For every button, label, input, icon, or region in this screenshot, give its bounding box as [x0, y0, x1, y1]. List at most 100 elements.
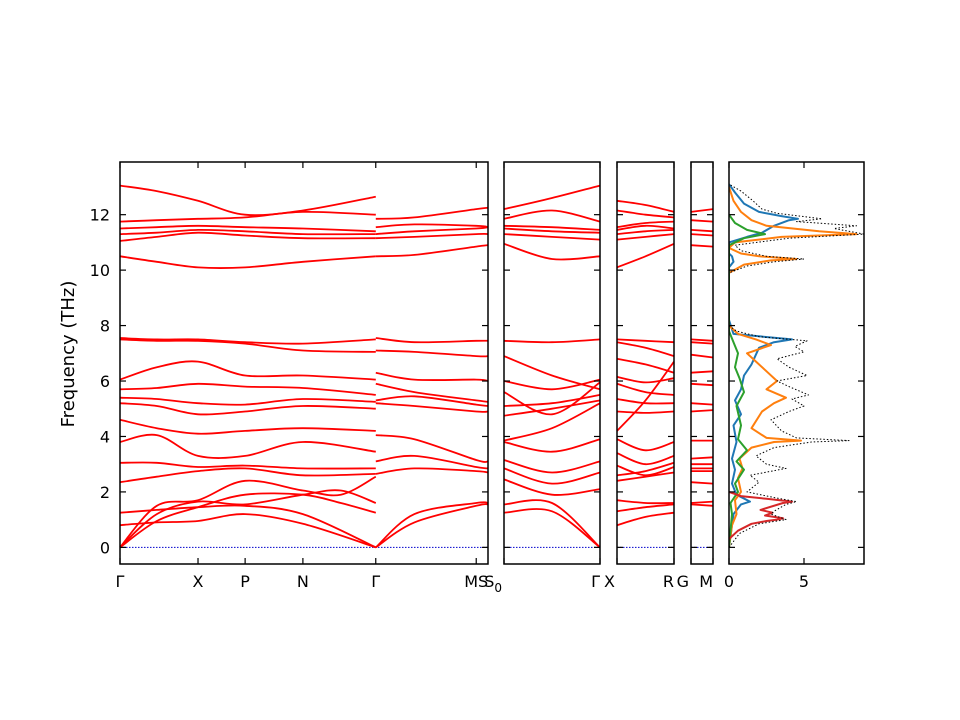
phonon-band [375, 501, 489, 549]
phonon-band [375, 349, 489, 358]
phonon-band [375, 434, 489, 463]
panel-frame [616, 161, 675, 565]
y-tick-label: 0 [100, 538, 110, 557]
phonon-band [690, 233, 714, 237]
high-symmetry-label: G [677, 572, 689, 591]
phonon-band [690, 481, 714, 485]
phonon-band [690, 402, 714, 406]
panel-frame [119, 161, 489, 565]
y-axis-label: Frequency (THz) [58, 281, 79, 428]
phonon-band [375, 226, 489, 235]
phonon-band [690, 456, 714, 460]
phonon-band [616, 464, 675, 477]
band-panel-1: 0 2 4 6 8 10 12 Γ X P N Γ MS [90, 161, 489, 591]
phonon-band [503, 508, 601, 549]
phonon-band [616, 338, 675, 344]
phonon-band [616, 209, 675, 219]
phonon-band [119, 231, 376, 242]
phonon-band [503, 381, 601, 416]
phonon-band [616, 461, 675, 477]
phonon-band [119, 418, 376, 435]
phonon-band [616, 382, 675, 396]
phonon-band [119, 492, 377, 549]
phonon-band [375, 454, 489, 470]
phonon-band [503, 242, 601, 261]
phonon-band [503, 459, 601, 474]
high-symmetry-label: Γ [371, 572, 380, 591]
phonon-band [119, 433, 376, 459]
phonon-band [616, 229, 675, 235]
dos-curve [729, 186, 858, 548]
phonon-band [616, 199, 675, 213]
phonon-band [690, 244, 714, 248]
phonon-band [616, 220, 675, 229]
phonon-band [375, 402, 489, 413]
high-symmetry-label: S0 [484, 572, 502, 595]
phonon-band [503, 224, 601, 231]
phonon-band [119, 255, 376, 269]
phonon-band [503, 378, 601, 391]
phonon-band [119, 210, 376, 223]
dos-x-tick-label: 0 [724, 572, 734, 591]
y-tick-label: 4 [100, 427, 110, 446]
phonon-band [119, 513, 377, 549]
dos-curve [729, 183, 799, 548]
phonon-band [119, 504, 377, 549]
phonon-band [119, 475, 377, 548]
y-tick-label: 8 [100, 317, 110, 336]
phonon-band [119, 224, 376, 233]
phonon-band [119, 467, 376, 484]
phonon-band [616, 438, 675, 452]
dos-x-tick-label: 5 [799, 572, 809, 591]
phonon-band [616, 224, 675, 231]
phonon-band [690, 338, 714, 342]
panel-frame [690, 161, 714, 565]
phonon-band [503, 499, 601, 549]
phonon-band [616, 361, 675, 432]
high-symmetry-label: X [193, 572, 204, 591]
phonon-band [616, 410, 675, 414]
phonon-band [616, 341, 675, 357]
phonon-band [375, 244, 489, 258]
phonon-band [690, 219, 714, 223]
phonon-band [690, 341, 714, 345]
phonon-band [119, 337, 376, 345]
high-symmetry-label: Γ [591, 572, 600, 591]
y-tick-label: 6 [100, 372, 110, 391]
dos-curve [729, 214, 766, 548]
phonon-band [375, 467, 489, 475]
phonon-band [616, 357, 675, 374]
phonon-band [375, 206, 489, 220]
phonon-band [119, 489, 377, 549]
phonon-band [119, 461, 376, 470]
phonon-band [616, 499, 675, 505]
high-symmetry-label: MS [464, 572, 488, 591]
phonon-band [616, 376, 675, 384]
phonon-band [503, 478, 601, 496]
phonon-band [119, 396, 376, 406]
phonon-band [119, 360, 376, 381]
high-symmetry-label: Γ [116, 572, 125, 591]
y-tick-label: 12 [90, 206, 110, 225]
phonon-band [690, 500, 714, 504]
phonon-band [690, 382, 714, 387]
phonon-band [375, 223, 489, 229]
y-tick-label: 10 [90, 261, 110, 280]
phonon-band [616, 511, 675, 527]
high-symmetry-label: X [604, 572, 615, 591]
phonon-band [375, 337, 489, 344]
phonon-band [375, 395, 489, 407]
phonon-band [503, 355, 601, 391]
phonon-band [119, 382, 376, 396]
phonon-band [375, 232, 489, 240]
phonon-band [616, 233, 675, 241]
high-symmetry-label: N [297, 572, 309, 591]
phonon-band [503, 467, 601, 485]
phonon-band [119, 228, 376, 236]
phonon-band [616, 452, 675, 466]
phonon-band [690, 353, 714, 359]
